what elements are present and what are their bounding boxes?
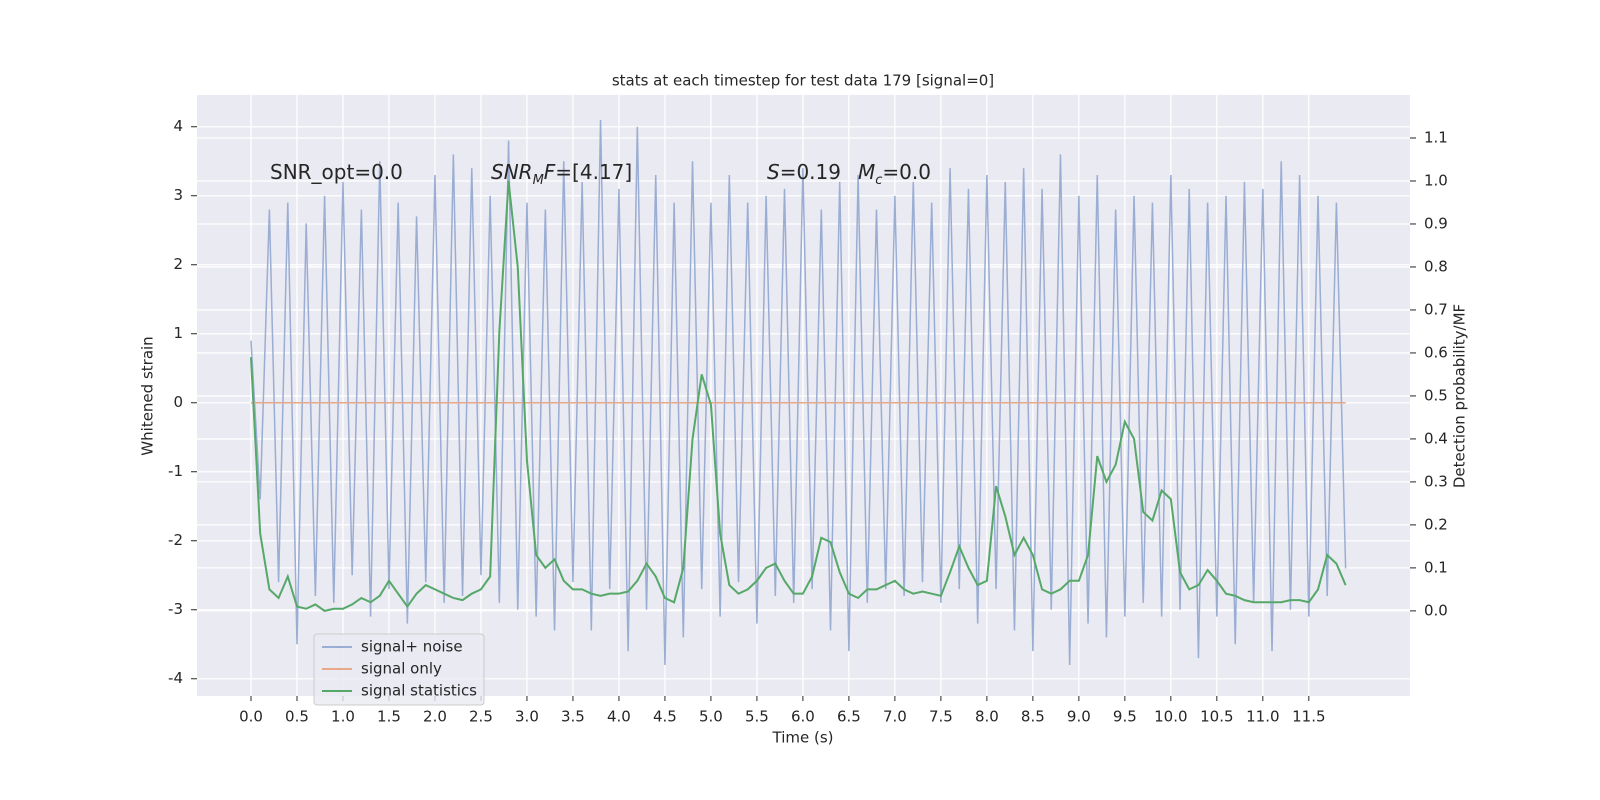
annotation: Mc=0.0 bbox=[858, 160, 931, 189]
x-tick-label: 11.0 bbox=[1246, 708, 1279, 726]
x-tick-label: 10.0 bbox=[1154, 708, 1187, 726]
x-tick-label: 4.0 bbox=[607, 708, 631, 726]
series-line bbox=[249, 180, 1347, 612]
y-tick-label: 0 bbox=[173, 393, 183, 411]
x-tick-label: 4.5 bbox=[653, 708, 677, 726]
x-tick-label: 6.5 bbox=[837, 708, 861, 726]
x-tick-label: 11.5 bbox=[1292, 708, 1325, 726]
y2-tick-label: 0.7 bbox=[1424, 300, 1448, 318]
annotation-part: F=[4.17] bbox=[544, 160, 632, 184]
x-tick-label: 9.5 bbox=[1113, 708, 1137, 726]
y-tick-label: 2 bbox=[173, 255, 183, 273]
annotation: SNR_opt=0.0 bbox=[270, 160, 403, 184]
y2-axis-label: Detection probability/MF bbox=[1451, 304, 1469, 488]
x-tick-label: 6.0 bbox=[791, 708, 815, 726]
series-line bbox=[250, 119, 1347, 665]
y-tick-label: 4 bbox=[173, 117, 183, 135]
y-tick-label: -3 bbox=[168, 600, 183, 618]
x-tick-label: 7.0 bbox=[883, 708, 907, 726]
y2-tick-label: 0.6 bbox=[1424, 343, 1448, 361]
x-tick-label: 9.0 bbox=[1067, 708, 1091, 726]
y2-tick-label: 1.1 bbox=[1424, 128, 1448, 146]
x-tick-label: 1.5 bbox=[377, 708, 401, 726]
legend-label: signal+ noise bbox=[361, 638, 463, 656]
annotation-part: S bbox=[767, 160, 780, 184]
annotation: SNRMF=[4.17] bbox=[491, 160, 632, 189]
y-tick-label: -2 bbox=[168, 531, 183, 549]
y2-tick-label: 0.1 bbox=[1424, 558, 1448, 576]
x-tick-label: 0.5 bbox=[285, 708, 309, 726]
y2-tick-label: 0.2 bbox=[1424, 515, 1448, 533]
annotation-part: SNR_opt=0.0 bbox=[270, 160, 403, 184]
annotation-part: =0.19 bbox=[780, 160, 841, 184]
y2-tick-label: 0.0 bbox=[1424, 601, 1448, 619]
x-tick-label: 1.0 bbox=[331, 708, 355, 726]
x-tick-label: 8.5 bbox=[1021, 708, 1045, 726]
y-tick-label: 1 bbox=[173, 324, 183, 342]
x-tick-label: 3.0 bbox=[515, 708, 539, 726]
annotation-part: =0.0 bbox=[882, 160, 931, 184]
y2-tick-label: 0.8 bbox=[1424, 257, 1448, 275]
y2-tick-label: 0.5 bbox=[1424, 386, 1448, 404]
annotation-part: SNR bbox=[491, 160, 533, 184]
y-tick-label: -1 bbox=[168, 462, 183, 480]
y-tick-label: 3 bbox=[173, 186, 183, 204]
y2-tick-label: 0.9 bbox=[1424, 214, 1448, 232]
y-tick-label: -4 bbox=[168, 669, 183, 687]
legend-label: signal only bbox=[361, 660, 442, 678]
annotation-part: =[4.17] bbox=[555, 160, 632, 184]
x-tick-label: 7.5 bbox=[929, 708, 953, 726]
y2-tick-label: 0.3 bbox=[1424, 472, 1448, 490]
annotation-part: M bbox=[533, 173, 544, 188]
annotation-part: M bbox=[858, 160, 875, 184]
x-axis-label: Time (s) bbox=[772, 729, 834, 747]
annotation: S=0.19 bbox=[767, 160, 841, 184]
x-tick-label: 2.5 bbox=[469, 708, 493, 726]
legend-box bbox=[313, 633, 485, 706]
chart-title: stats at each timestep for test data 179… bbox=[612, 72, 994, 90]
x-tick-label: 5.5 bbox=[745, 708, 769, 726]
x-tick-label: 5.0 bbox=[699, 708, 723, 726]
x-tick-label: 8.0 bbox=[975, 708, 999, 726]
x-tick-label: 3.5 bbox=[561, 708, 585, 726]
y2-tick-label: 0.4 bbox=[1424, 429, 1448, 447]
y2-tick-label: 1.0 bbox=[1424, 171, 1448, 189]
legend-label: signal statistics bbox=[361, 682, 477, 700]
x-tick-label: 0.0 bbox=[239, 708, 263, 726]
x-tick-label: 2.0 bbox=[423, 708, 447, 726]
annotation-part: c bbox=[875, 173, 882, 188]
x-tick-label: 10.5 bbox=[1200, 708, 1233, 726]
annotation-part: F bbox=[544, 160, 556, 184]
y-axis-label: Whitened strain bbox=[139, 336, 157, 455]
